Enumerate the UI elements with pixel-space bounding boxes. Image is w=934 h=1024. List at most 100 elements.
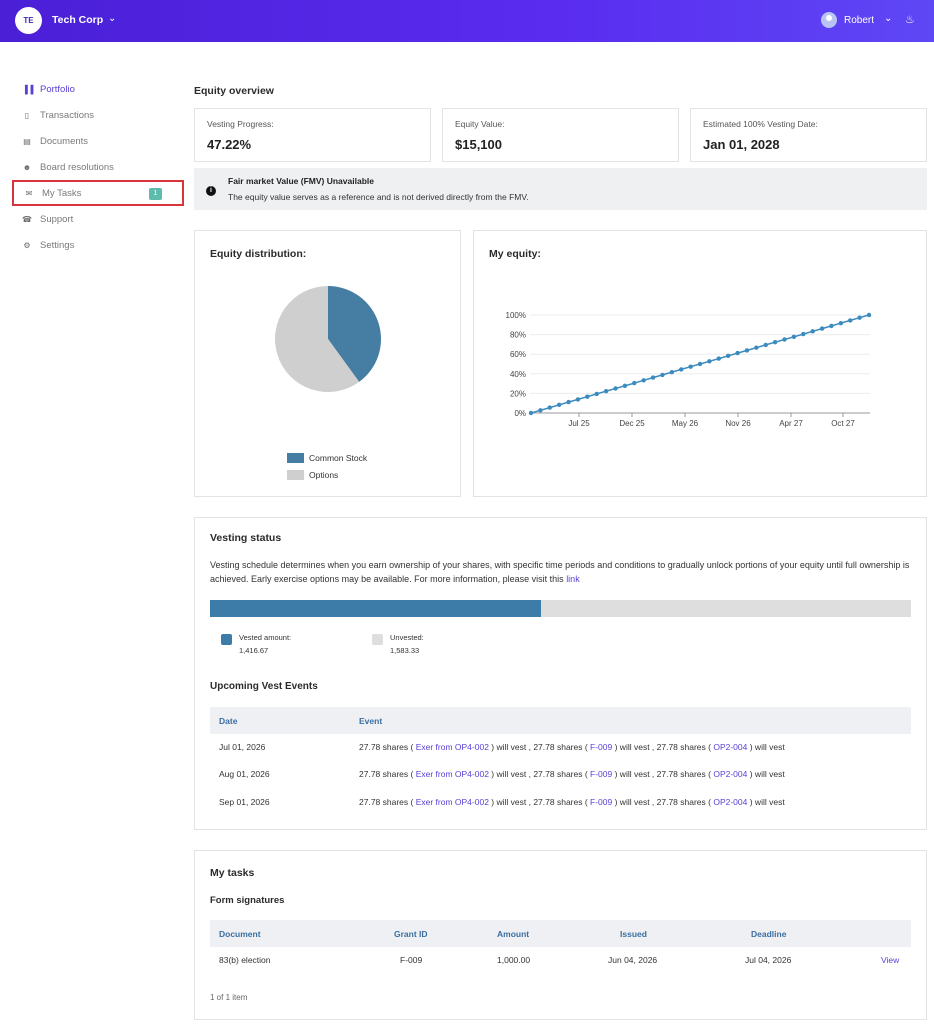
x-tick-label: Apr 27	[779, 419, 803, 428]
gear-icon: ⚙	[23, 240, 31, 250]
equity-data-point	[829, 323, 834, 329]
legend-swatch	[287, 470, 304, 480]
equity-data-point	[594, 391, 599, 397]
people-icon: ☻	[22, 162, 32, 172]
chevron-down-icon[interactable]: ⌄	[108, 13, 117, 24]
x-tick-label: Dec 25	[619, 419, 645, 428]
vesting-progress-card: Vesting Progress: 47.22%	[194, 108, 431, 162]
grant-link[interactable]: Exer from OP4-002	[415, 742, 489, 752]
x-tick-label: Nov 26	[725, 419, 751, 428]
event-date: Jul 01, 2026	[219, 742, 266, 752]
column-header-date[interactable]: Date	[219, 716, 238, 726]
grant-link[interactable]: Exer from OP4-002	[415, 797, 489, 807]
equity-data-point	[688, 364, 693, 369]
inbox-icon: ✉	[25, 188, 33, 198]
task-issued: Jun 04, 2026	[608, 955, 658, 965]
legend-label: Common Stock	[309, 453, 368, 463]
document-icon: ▤	[23, 136, 31, 146]
x-tick-label: Jul 25	[568, 419, 590, 428]
unvested-value: 1,583.33	[390, 646, 420, 655]
equity-data-point	[566, 399, 571, 405]
grant-link[interactable]: OP2-004	[713, 797, 748, 807]
column-header-deadline[interactable]: Deadline	[751, 929, 787, 939]
my-equity-card: My equity: 0% 20% 40% 60% 80% 100% Jul 25 Dec 2…	[473, 230, 927, 497]
grant-link[interactable]: OP2-004	[713, 742, 748, 752]
sidebar-item-label: Board resolutions	[40, 161, 114, 173]
sidebar-item-transactions[interactable]: ▯ Transactions	[12, 102, 184, 128]
org-avatar[interactable]: TE	[15, 7, 42, 34]
column-header-document[interactable]: Document	[219, 929, 261, 939]
sidebar-item-label: Documents	[40, 135, 89, 147]
equity-data-point	[763, 342, 768, 348]
x-tick-label: Oct 27	[831, 419, 855, 428]
grant-link[interactable]: F-009	[590, 797, 613, 807]
event-text: 27.78 shares ( Exer from OP4-002 ) will …	[359, 797, 785, 807]
task-deadline: Jul 04, 2026	[745, 955, 792, 965]
sidebar-item-documents[interactable]: ▤ Documents	[12, 128, 184, 154]
sidebar-item-label: Transactions	[40, 109, 95, 121]
equity-data-point	[547, 405, 552, 410]
equity-data-point	[716, 356, 721, 361]
equity-data-point	[697, 361, 703, 367]
org-name[interactable]: Tech Corp	[52, 14, 104, 26]
card-title: Equity distribution:	[210, 248, 307, 260]
pagination-info: 1 of 1 item	[210, 993, 248, 1002]
user-avatar[interactable]	[821, 12, 837, 28]
info-link[interactable]: link	[566, 574, 580, 584]
legend-item-options[interactable]: Options	[287, 470, 338, 480]
stat-value: $15,100	[455, 137, 502, 152]
clipboard-icon: ▯	[24, 110, 30, 120]
event-date: Aug 01, 2026	[219, 769, 270, 779]
column-header-grant-id[interactable]: Grant ID	[394, 929, 428, 939]
grant-link[interactable]: F-009	[590, 742, 613, 752]
sidebar-item-my-tasks[interactable]: ✉ My Tasks 1	[12, 180, 184, 206]
grant-link[interactable]: Exer from OP4-002	[415, 769, 489, 779]
column-header-issued[interactable]: Issued	[620, 929, 647, 939]
bell-icon[interactable]: ♨	[905, 14, 915, 26]
column-header-event[interactable]: Event	[359, 716, 383, 726]
equity-data-point	[791, 334, 797, 339]
grant-link[interactable]: OP2-004	[713, 769, 748, 779]
event-date: Sep 01, 2026	[219, 797, 270, 807]
equity-data-point	[679, 367, 684, 372]
grant-link[interactable]: F-009	[590, 769, 613, 779]
equity-data-point	[650, 375, 656, 380]
upcoming-events-title: Upcoming Vest Events	[210, 681, 318, 692]
legend-label: Options	[309, 470, 339, 480]
chevron-down-icon[interactable]: ⌄	[884, 13, 893, 24]
equity-data-point	[603, 389, 609, 394]
pie-slice-common-stock	[328, 286, 381, 382]
stat-value: Jan 01, 2028	[703, 137, 780, 152]
x-tick-label: May 26	[672, 419, 699, 428]
user-name[interactable]: Robert	[844, 15, 875, 26]
legend-item-common-stock[interactable]: Common Stock	[287, 453, 367, 463]
y-tick-label: 20%	[510, 389, 526, 398]
y-tick-label: 60%	[510, 350, 526, 359]
equity-data-point	[632, 380, 637, 386]
sidebar-item-board-resolutions[interactable]: ☻ Board resolutions	[12, 154, 184, 180]
equity-data-point	[801, 331, 806, 337]
equity-distribution-card: Equity distribution: Common Stock Option…	[194, 230, 461, 497]
sidebar-item-settings[interactable]: ⚙ Settings	[12, 232, 184, 258]
task-document: 83(b) election	[219, 955, 271, 965]
events-table-header: Date Event	[210, 707, 911, 734]
sidebar-item-support[interactable]: ☎ Support	[12, 206, 184, 232]
pie-slice-options	[275, 286, 360, 392]
equity-data-point	[772, 340, 778, 345]
stat-label: Equity Value:	[455, 119, 505, 129]
unvested-label: Unvested:	[390, 633, 424, 642]
column-header-amount[interactable]: Amount	[497, 929, 530, 939]
y-tick-label: 0%	[514, 409, 526, 418]
equity-data-point	[819, 326, 825, 331]
top-bar: TE Tech Corp ⌄ Robert ⌄ ♨	[0, 0, 934, 42]
equity-data-point	[528, 410, 534, 416]
equity-data-point	[857, 315, 862, 320]
vested-swatch	[221, 634, 232, 645]
view-button[interactable]: View	[881, 955, 900, 965]
unvested-swatch	[372, 634, 383, 645]
vesting-status-card	[194, 517, 927, 830]
support-icon: ☎	[22, 214, 32, 224]
equity-data-point	[641, 378, 646, 383]
sidebar-item-portfolio[interactable]: ▐▐ Portfolio	[12, 76, 184, 102]
task-amount: 1,000.00	[497, 955, 531, 965]
